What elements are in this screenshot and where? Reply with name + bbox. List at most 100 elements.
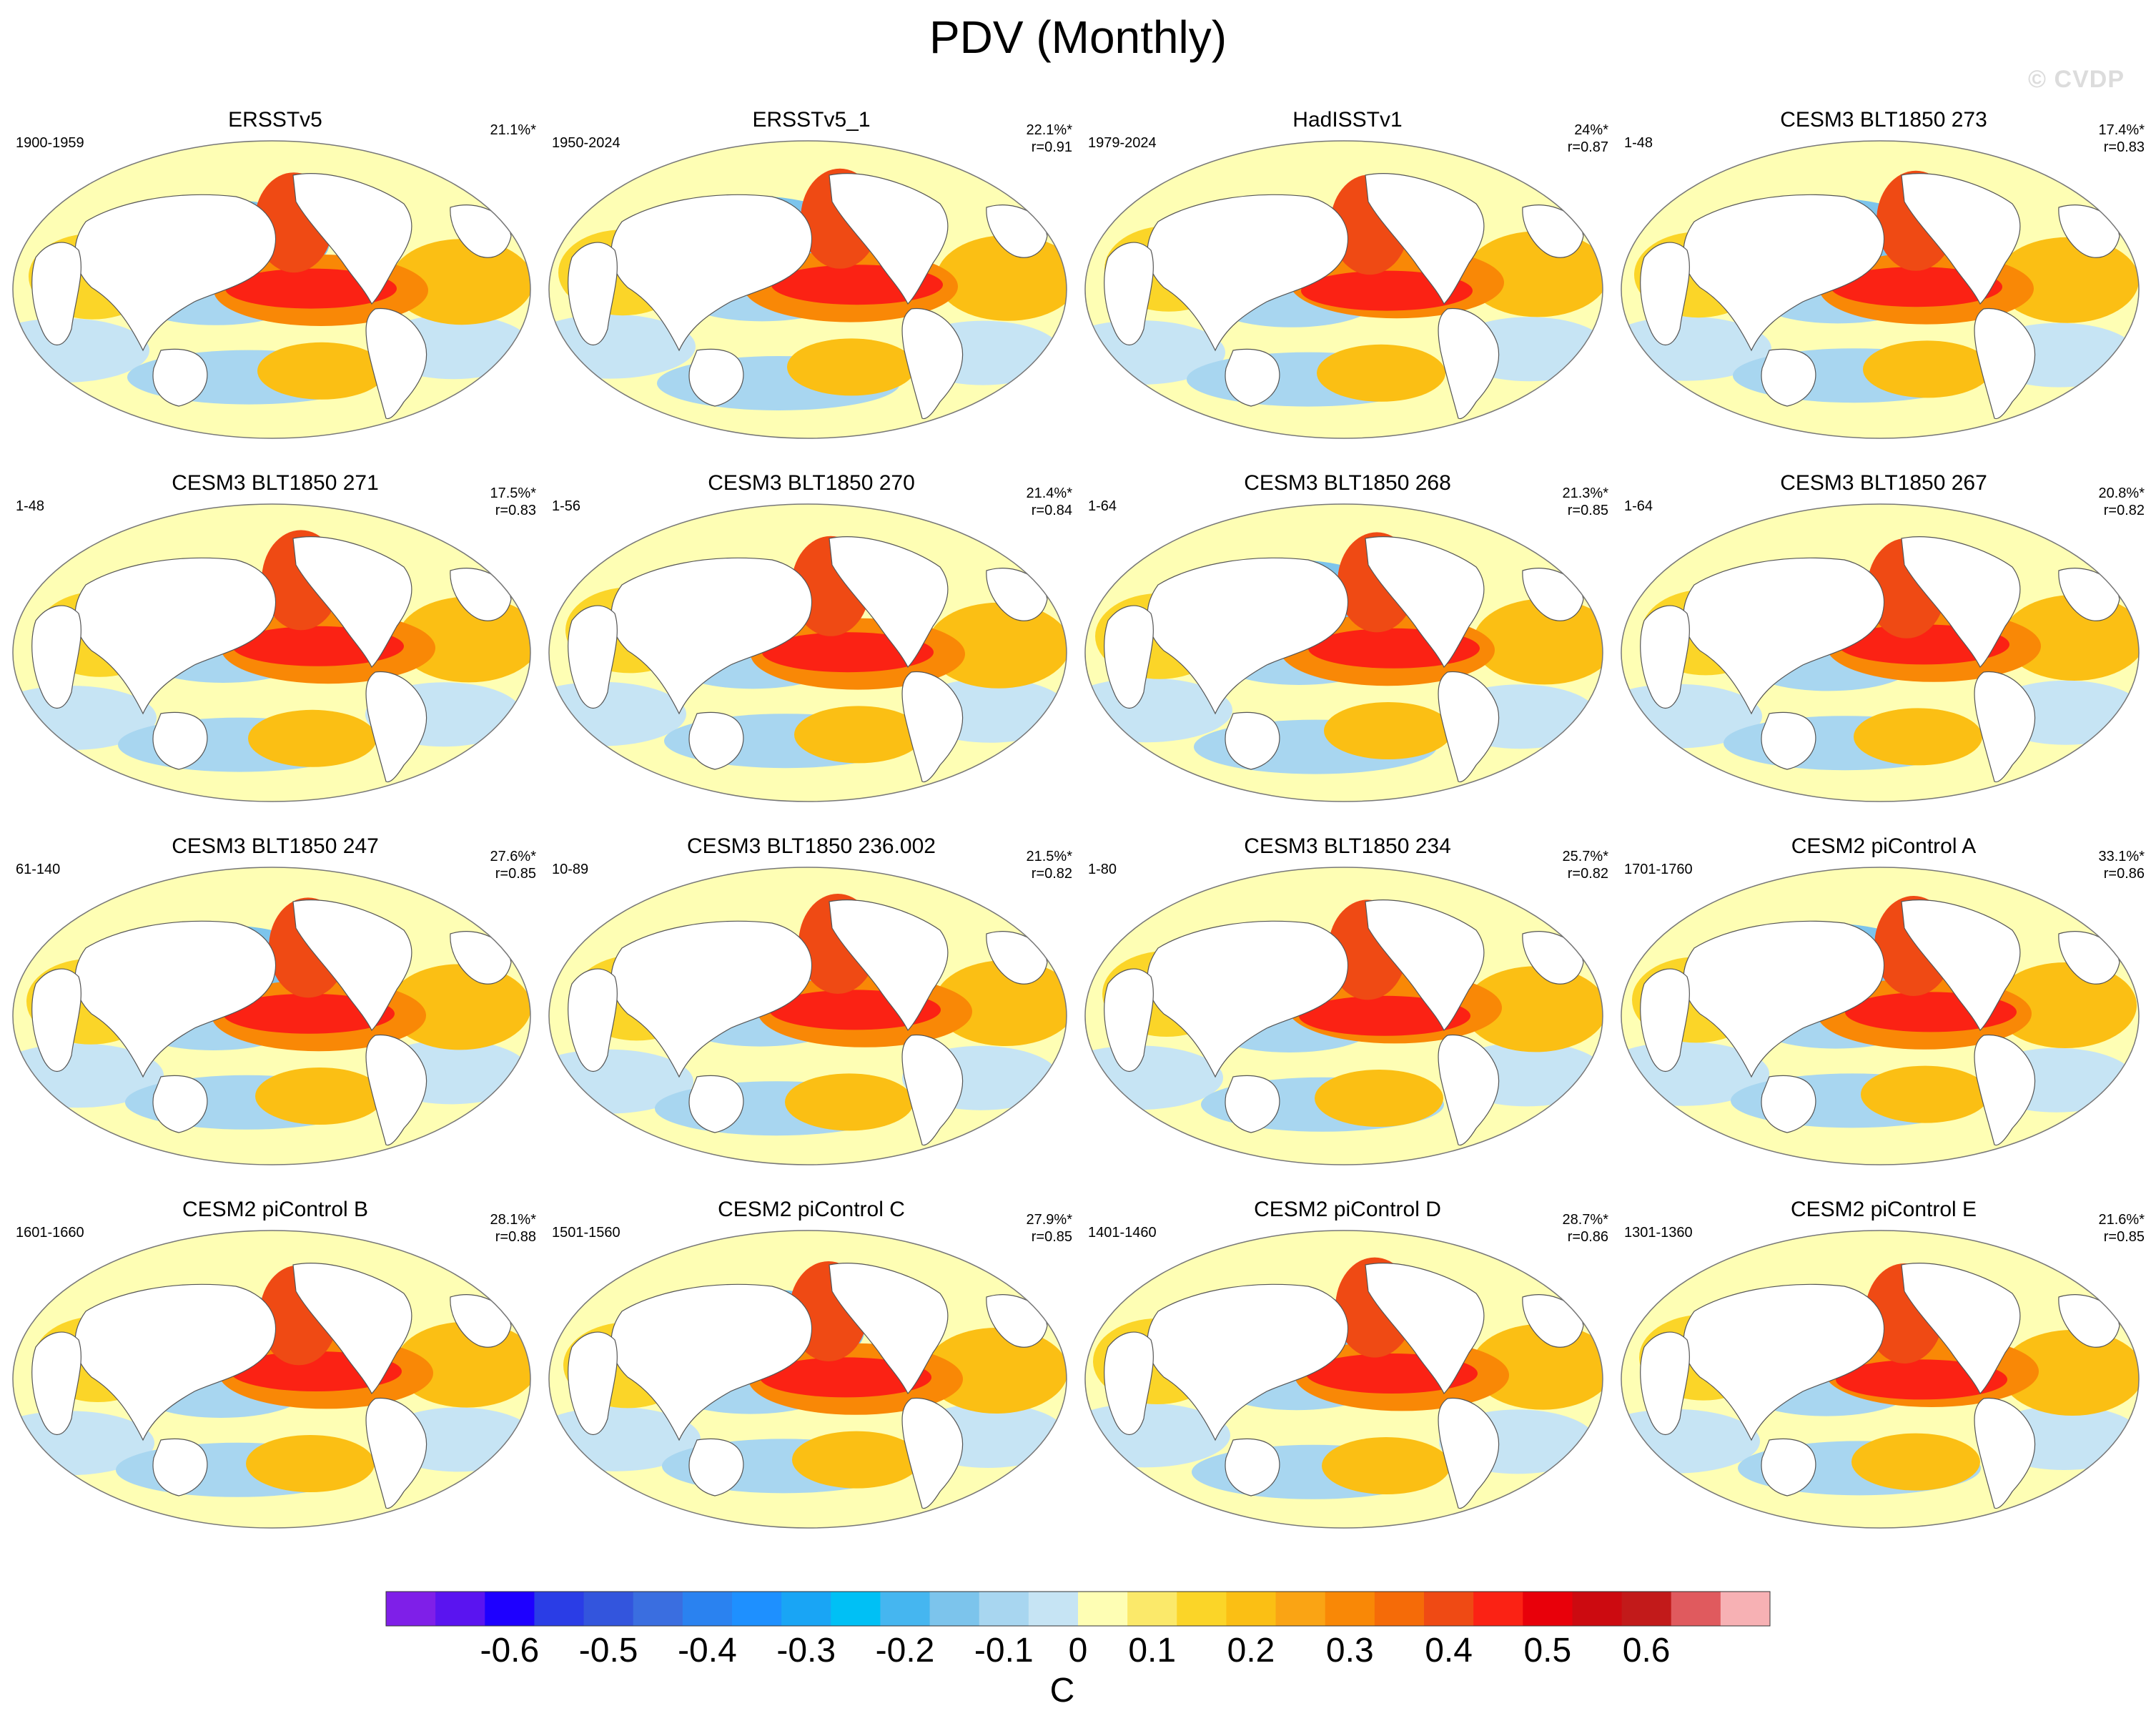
- land-mass: [1365, 536, 1485, 669]
- land-mass: [829, 899, 949, 1032]
- colorbar-tick-label: 0.4: [1425, 1632, 1473, 1670]
- map-panel: HadISSTv1 1979-2024 24%* r=0.87: [1079, 107, 1616, 465]
- map-border: [1621, 1230, 2140, 1529]
- land-mass: [292, 899, 412, 1032]
- map-panel: CESM2 piControl B 1601-1660 28.1%* r=0.88: [7, 1197, 543, 1554]
- pattern-correlation: r=0.82: [1567, 866, 1608, 882]
- land-mass: [1974, 1034, 2036, 1146]
- anomaly-region: [223, 993, 395, 1034]
- land-mass: [986, 568, 1048, 621]
- panel-period: 1979-2024: [1088, 135, 1157, 151]
- map-border: [12, 503, 531, 802]
- variance-explained: 27.9%*: [1026, 1212, 1073, 1228]
- pattern-correlation: r=0.87: [1567, 139, 1608, 155]
- anomaly-region: [1464, 966, 1603, 1052]
- map-panel: ERSSTv5_1 1950-2024 22.1%* r=0.91: [543, 107, 1079, 465]
- variance-explained: 33.1%*: [2098, 849, 2145, 864]
- anomaly-region: [1324, 702, 1453, 759]
- panel-title: CESM3 BLT1850 268: [1244, 471, 1451, 495]
- anomaly-region: [255, 1067, 384, 1125]
- panel-title: CESM3 BLT1850 234: [1244, 834, 1451, 858]
- anomaly-region: [1854, 708, 1982, 766]
- panel-stats: 17.5%* r=0.83: [490, 485, 537, 519]
- land-mass: [1683, 920, 1885, 1078]
- land-mass: [365, 1034, 427, 1146]
- land-mass: [1147, 920, 1349, 1078]
- land-mass: [1225, 1438, 1280, 1496]
- land-mass: [450, 1294, 512, 1348]
- anomaly-region: [1322, 1437, 1450, 1494]
- panel-stats: 28.7%* r=0.86: [1563, 1211, 1609, 1246]
- pattern-map: [548, 140, 1067, 439]
- anomaly-region: [1471, 1323, 1603, 1410]
- panel-period: 1-64: [1088, 498, 1117, 514]
- colorbar-tick-label: -0.1: [974, 1632, 1034, 1670]
- colorbar-tick-label: 0: [1069, 1632, 1088, 1670]
- panel-stats: 22.1%* r=0.91: [1027, 122, 1073, 156]
- map-border: [12, 1230, 531, 1529]
- colorbar-segment: [781, 1592, 831, 1626]
- land-mass: [292, 536, 412, 669]
- map-border: [1621, 867, 2140, 1165]
- land-mass: [1104, 968, 1154, 1072]
- land-mass: [31, 605, 81, 709]
- land-mass: [1438, 1034, 1500, 1146]
- panel-stats: 33.1%* r=0.86: [2099, 848, 2145, 882]
- pattern-map: [548, 1230, 1067, 1529]
- map-border: [548, 1230, 1067, 1529]
- land-mass: [1901, 899, 2021, 1032]
- colorbar-segment: [929, 1592, 980, 1626]
- land-mass: [1974, 671, 2036, 783]
- pattern-map: [1621, 1230, 2140, 1529]
- map-border: [548, 140, 1067, 439]
- anomaly-region: [1315, 1070, 1443, 1127]
- panel-period: 1900-1959: [16, 135, 84, 151]
- land-mass: [610, 194, 813, 352]
- land-mass: [1104, 242, 1154, 346]
- land-mass: [74, 1283, 277, 1441]
- land-mass: [1522, 568, 1584, 621]
- land-mass: [1640, 605, 1690, 709]
- colorbar-tick-label: -0.4: [678, 1632, 737, 1670]
- land-mass: [688, 1438, 744, 1496]
- land-mass: [1761, 1075, 1816, 1133]
- land-mass: [1683, 557, 1885, 715]
- panel-title: ERSSTv5_1: [752, 108, 871, 132]
- variance-explained: 17.4%*: [2098, 122, 2145, 138]
- land-mass: [2058, 568, 2120, 621]
- colorbar-segment: [1177, 1592, 1227, 1626]
- panel-period: 1601-1660: [16, 1225, 84, 1241]
- land-mass: [1522, 931, 1584, 985]
- land-mass: [901, 307, 964, 420]
- anomaly-region: [792, 1431, 921, 1489]
- pattern-correlation: r=0.85: [2103, 1229, 2145, 1245]
- anomaly-region: [925, 1328, 1067, 1414]
- watermark: © CVDP: [2028, 66, 2125, 93]
- land-mass: [1974, 307, 2036, 420]
- land-mass: [568, 968, 618, 1072]
- anomaly-region: [257, 342, 386, 400]
- map-panel: CESM2 piControl E 1301-1360 21.6%* r=0.85: [1616, 1197, 2152, 1554]
- map-border: [12, 867, 531, 1165]
- variance-explained: 24%*: [1574, 122, 1608, 138]
- pattern-correlation: r=0.91: [1031, 139, 1072, 155]
- pattern-correlation: r=0.83: [2103, 139, 2145, 155]
- land-mass: [365, 671, 427, 783]
- pattern-correlation: r=0.85: [1031, 1229, 1072, 1245]
- panel-stats: 21.1%*: [490, 122, 537, 139]
- land-mass: [1365, 1263, 1485, 1395]
- panel-period: 1-48: [1624, 135, 1653, 151]
- map-border: [1621, 503, 2140, 802]
- panel-period: 1701-1760: [1624, 862, 1693, 877]
- land-mass: [152, 1075, 208, 1133]
- panel-stats: 21.5%* r=0.82: [1027, 848, 1073, 882]
- land-mass: [1761, 348, 1816, 407]
- panel-stats: 27.6%* r=0.85: [490, 848, 537, 882]
- land-mass: [74, 194, 277, 352]
- land-mass: [1901, 173, 2021, 305]
- land-mass: [1522, 204, 1584, 258]
- colorbar-segment: [831, 1592, 881, 1626]
- land-mass: [1901, 1263, 2021, 1395]
- colorbar-segment: [1523, 1592, 1573, 1626]
- land-mass: [1761, 1438, 1816, 1496]
